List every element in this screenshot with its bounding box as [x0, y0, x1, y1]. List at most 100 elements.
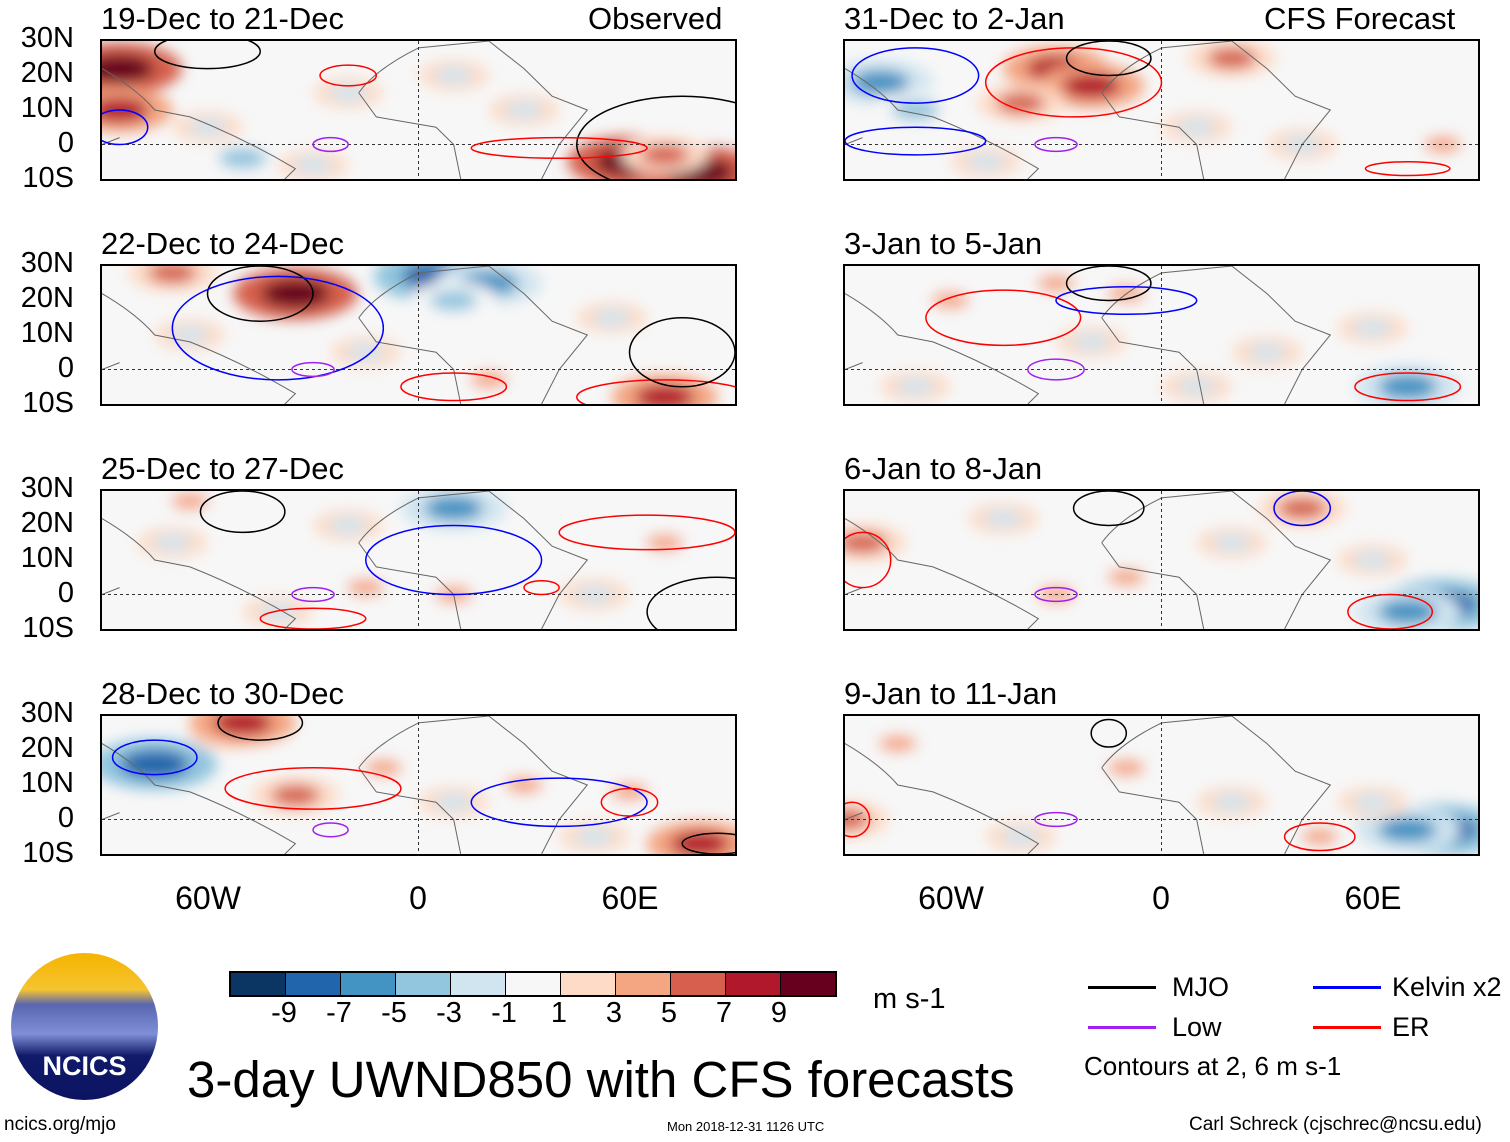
colorbar-swatch: [231, 973, 286, 995]
lon-label: 0: [1152, 880, 1170, 916]
americas-coastline: [102, 69, 295, 179]
legend-line-er: [1313, 1026, 1381, 1029]
contour-line: [102, 110, 148, 145]
contour-line: [1091, 719, 1126, 747]
colorbar-label: 7: [715, 997, 733, 1029]
anomaly-core: [896, 378, 935, 396]
anomaly-core: [1378, 817, 1437, 843]
anomaly-core: [271, 784, 320, 806]
contour-line: [218, 716, 302, 740]
contour-line: [225, 768, 401, 809]
anomaly-core: [1277, 497, 1327, 519]
contour-line: [559, 515, 735, 550]
contour-line: [313, 138, 348, 152]
map-panel: [843, 714, 1480, 856]
lat-label: 20N: [20, 57, 74, 89]
africa-coastline: [359, 716, 588, 854]
contour-line: [320, 65, 376, 86]
colorbar-swatch: [616, 973, 671, 995]
anomaly-core: [148, 266, 197, 284]
contour-line: [260, 608, 366, 629]
lat-label: 0: [57, 577, 74, 609]
anomaly-core: [966, 153, 1005, 171]
contour-line: [200, 491, 284, 532]
anomaly-core: [1036, 274, 1076, 292]
lat-label: 30N: [20, 697, 74, 729]
legend-line-kelvin: [1313, 986, 1381, 989]
lon-label: 60W: [918, 880, 984, 916]
contour-line: [172, 276, 383, 380]
lat-label: 10S: [22, 162, 74, 194]
anomaly-core: [346, 343, 385, 361]
anomaly-core: [891, 99, 940, 121]
contour-line: [1028, 359, 1084, 380]
anomaly-core: [469, 371, 508, 389]
contour-line: [845, 802, 870, 837]
lat-label: 0: [57, 352, 74, 384]
panel-title: 3-Jan to 5-Jan: [844, 226, 1043, 261]
anomaly-core: [1423, 135, 1462, 154]
africa-coastline: [1102, 716, 1331, 854]
lat-label: 0: [57, 802, 74, 834]
americas-coastline: [102, 744, 295, 854]
anomaly-core: [1300, 828, 1339, 846]
anomaly-core: [1061, 73, 1121, 99]
map-panel: [843, 264, 1480, 406]
contour-line: [682, 833, 735, 854]
anomaly-core: [434, 793, 473, 811]
contour-line: [1056, 287, 1197, 315]
africa-coastline: [1102, 491, 1331, 629]
anomaly-core: [1177, 118, 1216, 136]
anomaly-core: [1353, 793, 1392, 811]
anomaly-core: [610, 783, 649, 801]
anomaly-core: [1107, 568, 1146, 586]
anomaly-core: [575, 828, 614, 846]
lat-label: 10N: [20, 767, 74, 799]
lon-label: 0: [409, 880, 427, 916]
anomaly-core: [931, 291, 970, 310]
anomaly-core: [346, 579, 385, 597]
contour-line: [1365, 162, 1449, 176]
contour-line: [155, 41, 261, 69]
anomaly-core: [364, 759, 403, 777]
colorbar-swatch: [341, 973, 396, 995]
anomaly-core: [293, 156, 333, 174]
contour-line: [1035, 813, 1077, 827]
contour-line: [1067, 41, 1151, 76]
colorbar-swatch: [506, 973, 561, 995]
panel-title: 31-Dec to 2-Jan: [844, 1, 1065, 36]
colorbar-swatch: [561, 973, 616, 995]
contour-note: Contours at 2, 6 m s-1: [1084, 1051, 1342, 1081]
contour-line: [845, 127, 986, 155]
anomaly-core: [1212, 534, 1251, 552]
colorbar-label: 3: [605, 997, 623, 1029]
footer-timestamp: Mon 2018-12-31 1126 UTC: [667, 1119, 825, 1134]
lat-label: 20N: [20, 507, 74, 539]
logo: NCICS: [11, 953, 158, 1100]
contour-line: [1355, 373, 1461, 401]
anomaly-core: [188, 118, 227, 136]
africa-coastline: [359, 266, 588, 404]
colorbar-label: 1: [550, 997, 568, 1029]
anomaly-core: [1353, 551, 1392, 569]
colorbar-label: 9: [770, 997, 788, 1029]
lat-label: 30N: [20, 22, 74, 54]
anomaly-core: [1378, 374, 1437, 400]
colorbar-label: -9: [271, 997, 297, 1029]
contour-line: [1348, 595, 1432, 630]
contour-line: [1074, 491, 1144, 526]
anomaly-core: [218, 147, 267, 169]
contour-line: [845, 532, 891, 587]
anomaly-core: [429, 290, 478, 311]
americas-coastline: [845, 294, 1038, 404]
contour-line: [292, 363, 334, 377]
anomaly-core: [329, 84, 368, 102]
colorbar-label: 5: [660, 997, 678, 1029]
footer-url[interactable]: ncics.org/mjo: [4, 1114, 116, 1135]
contour-line: [1067, 266, 1151, 301]
anomaly-core: [102, 54, 154, 83]
lat-label: 10S: [22, 837, 74, 869]
map-panel: [100, 264, 737, 406]
colorbar-label: -1: [491, 997, 517, 1029]
africa-coastline: [1102, 266, 1331, 404]
